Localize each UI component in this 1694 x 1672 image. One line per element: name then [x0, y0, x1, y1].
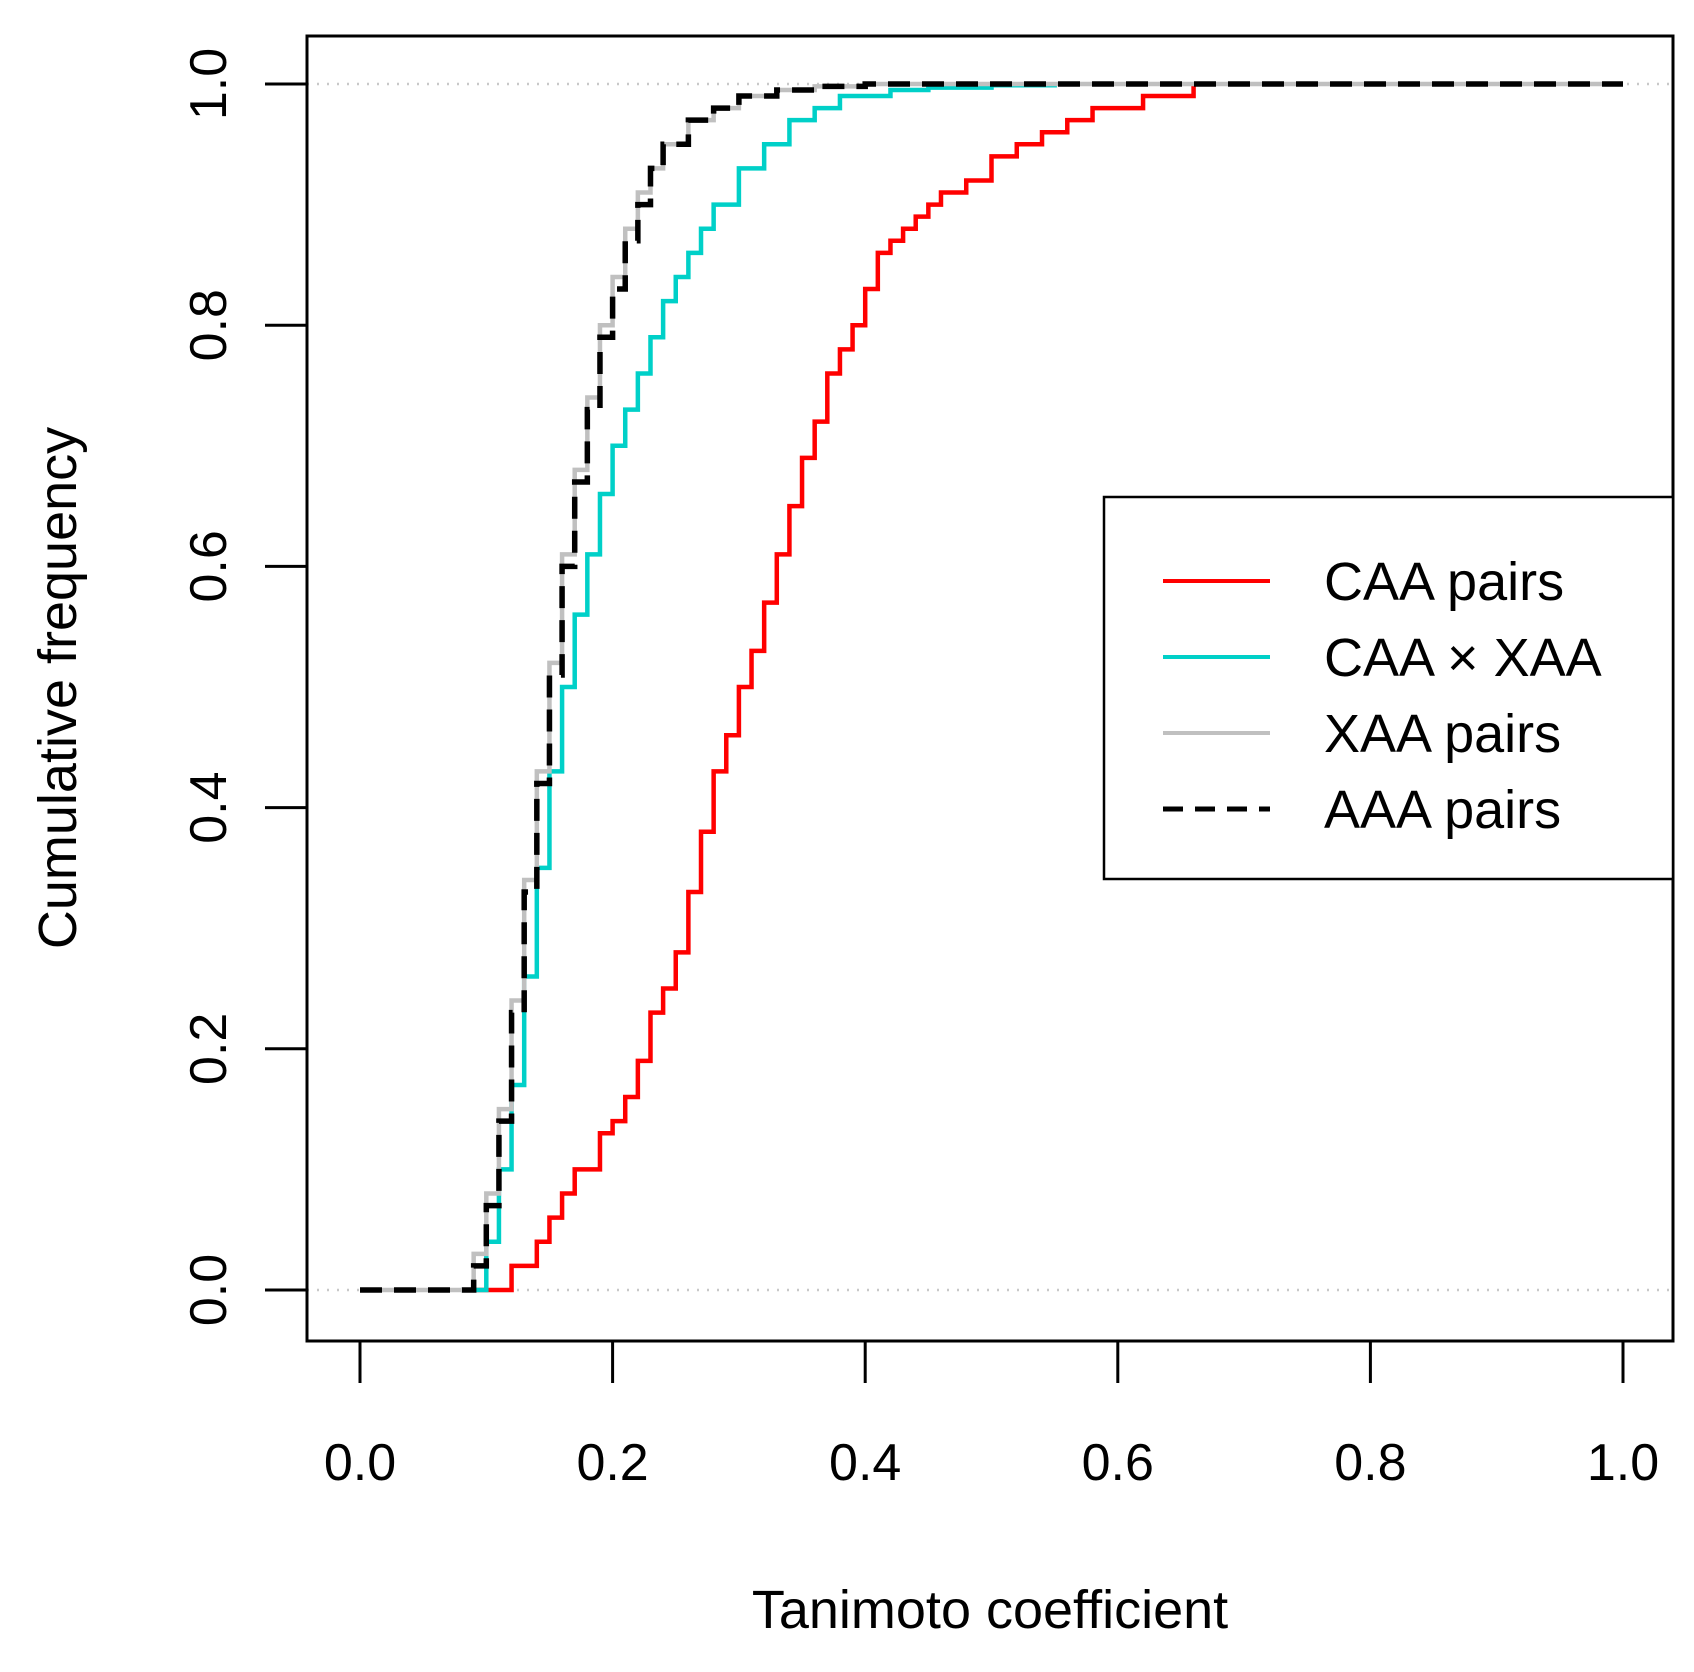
y-axis-title: Cumulative frequency	[28, 427, 88, 949]
y-tick-label: 1.0	[180, 48, 238, 120]
series-line-caa-xaa	[461, 82, 1057, 1293]
legend-label-aaa-pairs: AAA pairs	[1324, 780, 1561, 840]
legend-label-caa-xaa: CAA × XAA	[1324, 628, 1602, 688]
x-tick-label: 0.0	[324, 1434, 396, 1492]
legend-label-xaa-pairs: XAA pairs	[1324, 704, 1561, 764]
x-tick-label: 0.2	[576, 1434, 648, 1492]
x-tick-label: 0.8	[1334, 1434, 1406, 1492]
series-lines	[360, 81, 1623, 1293]
x-tick-label: 0.6	[1082, 1434, 1154, 1492]
y-tick-label: 0.8	[180, 289, 238, 361]
legend-box	[1102, 495, 1675, 881]
series-line-aaa-pairs	[360, 81, 1623, 1293]
x-tick-label: 0.4	[829, 1434, 901, 1492]
legend: CAA pairs CAA × XAA XAA pairs AAA pairs	[1102, 495, 1675, 881]
x-axis: 0.0 0.2 0.4 0.6 0.8 1.0	[324, 1339, 1659, 1492]
x-tick-label: 1.0	[1587, 1434, 1659, 1492]
x-axis-title: Tanimoto coefficient	[752, 1580, 1228, 1640]
y-tick-label: 0.0	[180, 1254, 238, 1326]
y-tick-label: 0.4	[180, 771, 238, 843]
y-tick-label: 0.2	[180, 1013, 238, 1085]
series-line-caa-pairs	[461, 84, 1196, 1293]
y-tick-label: 0.6	[180, 530, 238, 602]
y-axis: 0.0 0.2 0.4 0.6 0.8 1.0	[180, 48, 309, 1326]
legend-label-caa-pairs: CAA pairs	[1324, 552, 1564, 612]
